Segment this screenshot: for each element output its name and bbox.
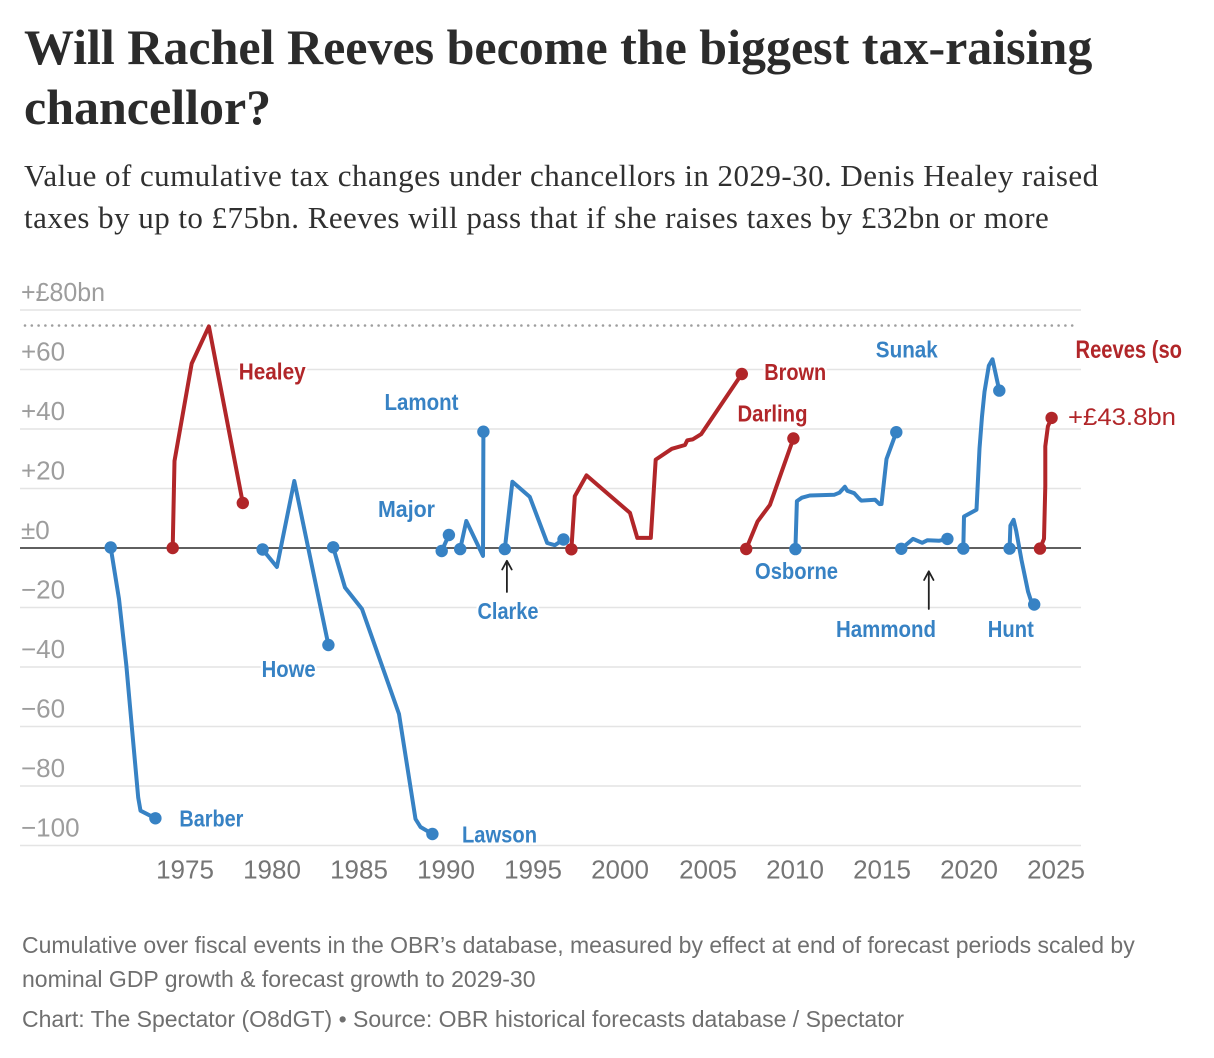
svg-text:1985: 1985: [330, 855, 388, 885]
svg-text:Major: Major: [378, 496, 435, 522]
svg-text:Lamont: Lamont: [385, 389, 459, 415]
svg-text:2025: 2025: [1027, 855, 1085, 885]
svg-text:Lawson: Lawson: [462, 822, 537, 848]
svg-text:Barber: Barber: [179, 805, 243, 831]
svg-text:+60: +60: [21, 337, 65, 367]
svg-text:2015: 2015: [853, 855, 911, 885]
svg-text:+£43.8bn: +£43.8bn: [1068, 404, 1176, 431]
svg-text:Hunt: Hunt: [988, 616, 1034, 642]
svg-text:Darling: Darling: [738, 401, 808, 427]
svg-text:±0: ±0: [21, 515, 50, 545]
svg-text:+£80bn: +£80bn: [21, 277, 105, 307]
svg-text:−60: −60: [21, 694, 65, 724]
svg-text:−100: −100: [21, 813, 80, 843]
svg-text:1990: 1990: [417, 855, 475, 885]
svg-text:Hammond: Hammond: [836, 616, 936, 642]
svg-text:1980: 1980: [243, 855, 301, 885]
svg-text:Brown: Brown: [764, 359, 826, 385]
svg-text:Sunak: Sunak: [876, 337, 938, 363]
svg-text:Howe: Howe: [262, 656, 316, 682]
svg-text:Healey: Healey: [239, 358, 306, 384]
svg-text:2005: 2005: [679, 855, 737, 885]
svg-text:Osborne: Osborne: [755, 558, 838, 584]
svg-text:−20: −20: [21, 575, 65, 605]
svg-text:−80: −80: [21, 753, 65, 783]
svg-text:2010: 2010: [766, 855, 824, 885]
svg-text:1975: 1975: [156, 855, 214, 885]
svg-text:+40: +40: [21, 396, 65, 426]
svg-text:+20: +20: [21, 456, 65, 486]
svg-text:1995: 1995: [504, 855, 562, 885]
svg-text:Clarke: Clarke: [478, 598, 539, 624]
svg-text:2020: 2020: [940, 855, 998, 885]
svg-text:−40: −40: [21, 634, 65, 664]
svg-text:2000: 2000: [591, 855, 649, 885]
svg-text:Reeves (so: Reeves (so: [1076, 336, 1183, 364]
